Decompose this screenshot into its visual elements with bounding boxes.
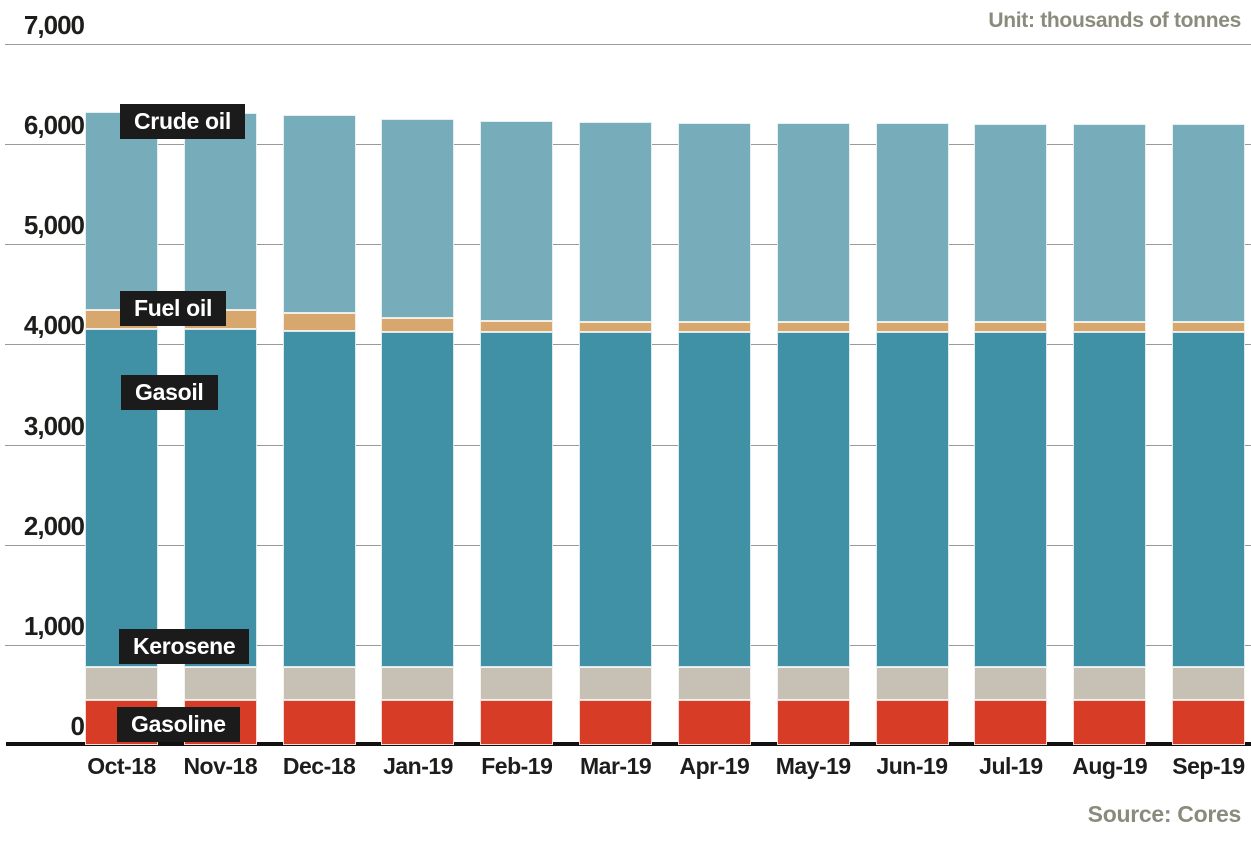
bar-segment-fuel-oil [480,320,554,332]
bar-segment-kerosene [1171,667,1245,701]
bar-segment-kerosene [776,667,850,701]
series-label-gasoil: Gasoil [121,375,218,410]
bar-segment-crude-oil [677,123,751,322]
x-axis-label-jan-19: Jan-19 [383,753,453,779]
bar-segment-gasoline [974,700,1048,745]
bar-segment-fuel-oil [776,322,850,332]
series-label-gasoline: Gasoline [117,707,240,742]
bar-segment-gasoil [776,331,850,668]
bar-mar-19 [579,122,653,745]
y-tick-label: 1,000 [23,610,85,641]
series-label-crude-oil: Crude oil [120,104,245,139]
x-axis-label-dec-18: Dec-18 [282,753,356,779]
bar-nov-18 [183,112,257,745]
x-axis-label-nov-18: Nov-18 [183,753,258,779]
bar-segment-fuel-oil [875,322,949,332]
bar-dec-18 [282,114,356,745]
bar-segment-kerosene [381,667,455,701]
bar-feb-19 [480,120,554,745]
bar-segment-gasoline [381,700,455,745]
y-tick-label: 3,000 [23,410,85,441]
bar-segment-gasoline [1073,700,1147,745]
bar-segment-gasoil [381,331,455,668]
bar-segment-gasoline [480,700,554,745]
bar-segment-crude-oil [480,120,554,321]
bar-sep-19 [1171,123,1245,745]
source-label: Source: Cores [1087,801,1242,827]
x-axis-label-apr-19: Apr-19 [679,753,750,779]
bar-jan-19 [381,118,455,745]
bar-segment-crude-oil [381,118,455,318]
x-axis-label-sep-19: Sep-19 [1172,753,1245,779]
bar-segment-gasoil [282,330,356,668]
x-axis-label-feb-19: Feb-19 [481,753,553,779]
bar-segment-fuel-oil [579,321,653,332]
x-axis-label-may-19: May-19 [775,753,851,779]
bar-jul-19 [974,123,1048,745]
series-label-fuel-oil: Fuel oil [120,291,227,326]
bar-segment-gasoil [875,331,949,668]
bar-segment-crude-oil [875,123,949,323]
bar-segment-gasoline [677,700,751,745]
bar-segment-gasoil [579,331,653,668]
bars-area [85,0,1245,745]
bar-segment-kerosene [85,667,158,701]
bar-segment-gasoil [1171,331,1245,668]
bar-segment-kerosene [282,667,356,701]
x-axis-label-aug-19: Aug-19 [1072,753,1148,779]
bar-segment-fuel-oil [381,317,455,332]
bar-segment-crude-oil [282,114,356,313]
y-tick-label: 6,000 [23,110,85,141]
unit-label: Unit: thousands of tonnes [988,9,1241,32]
bar-aug-19 [1073,123,1147,745]
series-label-kerosene: Kerosene [119,629,250,664]
bar-segment-crude-oil [85,112,158,310]
bar-segment-crude-oil [1073,123,1147,323]
bar-segment-fuel-oil [1171,322,1245,332]
x-axis-label-jun-19: Jun-19 [876,753,948,779]
bar-segment-gasoline [1171,700,1245,745]
bar-segment-kerosene [677,667,751,701]
bar-segment-gasoline [282,700,356,745]
bar-segment-gasoline [776,700,850,745]
bar-segment-gasoil [480,331,554,668]
bar-segment-crude-oil [776,123,850,323]
bar-segment-crude-oil [974,123,1048,323]
bar-may-19 [776,123,850,745]
bar-segment-kerosene [1073,667,1147,701]
bar-segment-kerosene [974,667,1048,701]
bar-segment-kerosene [480,667,554,701]
bar-segment-gasoline [579,700,653,745]
bar-segment-gasoil [677,331,751,668]
bar-segment-fuel-oil [1073,322,1147,332]
y-tick-label: 2,000 [23,510,85,541]
bar-segment-kerosene [579,667,653,701]
bar-segment-fuel-oil [282,312,356,331]
bar-segment-gasoil [974,331,1048,668]
bar-segment-crude-oil [183,112,257,311]
bar-jun-19 [875,123,949,745]
bar-segment-fuel-oil [974,322,1048,332]
bar-segment-kerosene [875,667,949,701]
x-axis-label-mar-19: Mar-19 [580,753,652,779]
bar-segment-fuel-oil [677,321,751,332]
bar-segment-crude-oil [579,122,653,322]
gridline [5,44,1251,45]
y-tick-label: 5,000 [23,210,85,241]
x-axis-label-jul-19: Jul-19 [979,753,1043,779]
bar-segment-kerosene [183,667,257,701]
y-tick-label: 0 [70,711,85,741]
y-tick-label: 7,000 [23,10,85,40]
x-axis-label-oct-18: Oct-18 [87,753,156,779]
bar-apr-19 [677,123,751,745]
y-tick-label: 4,000 [23,310,85,341]
bar-segment-gasoline [875,700,949,745]
bar-segment-crude-oil [1171,123,1245,323]
bar-segment-gasoil [1073,331,1147,668]
